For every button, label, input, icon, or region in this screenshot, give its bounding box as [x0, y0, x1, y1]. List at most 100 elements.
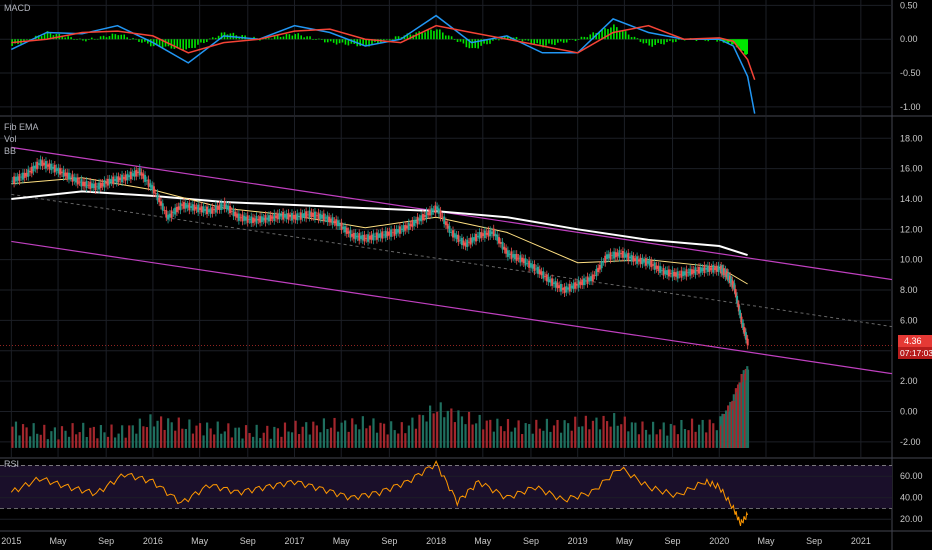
candle-body: [678, 274, 681, 276]
candle-body: [521, 257, 524, 262]
candle-body: [211, 207, 214, 214]
histogram-bar: [616, 27, 618, 40]
candle-body: [112, 176, 115, 185]
y-tick-label: 0.00: [900, 34, 918, 44]
volume-bar: [50, 431, 53, 448]
candle-body: [18, 174, 21, 182]
candle-body: [476, 235, 479, 238]
candle-body: [252, 217, 255, 223]
candle-body: [98, 182, 101, 190]
candle-body: [513, 254, 516, 260]
candle-body: [669, 273, 672, 274]
volume-bar: [453, 422, 456, 448]
histogram-bar: [509, 38, 512, 40]
volume-bar: [206, 422, 209, 448]
candle-body: [404, 225, 407, 231]
volume-bar: [460, 416, 464, 448]
time-axis[interactable]: 2015 May Sep 2016 May Sep 2017 May Sep 2018 May Sep…: [1, 536, 871, 546]
candle-body: [34, 165, 37, 169]
x-tick-label: 2021: [851, 536, 871, 546]
candle-body: [648, 259, 651, 266]
candle-body: [151, 185, 154, 191]
candle-body: [662, 268, 665, 276]
volume-bar: [92, 426, 95, 448]
candle-body: [390, 229, 393, 237]
volume-bar: [627, 431, 630, 448]
candle-body: [147, 179, 150, 187]
candle-body: [570, 285, 573, 289]
candle-body: [561, 287, 564, 290]
candle-body: [117, 176, 120, 183]
candle-body: [48, 163, 51, 170]
candle-body: [464, 242, 467, 247]
candle-body: [374, 236, 377, 238]
volume-bar: [67, 436, 71, 448]
histogram-bar: [695, 39, 698, 42]
histogram-bar: [456, 39, 459, 42]
histogram-bar: [220, 32, 223, 40]
candle-body: [190, 205, 193, 208]
candle-body: [402, 225, 405, 232]
candle-body: [340, 222, 343, 231]
candle-body: [393, 228, 396, 236]
candle-body: [89, 181, 92, 189]
candle-body: [398, 226, 401, 234]
volume-bar: [425, 421, 428, 448]
candle-body: [492, 228, 495, 237]
histogram-bar: [138, 39, 140, 42]
candle-body: [349, 230, 352, 238]
volume-bar: [595, 417, 598, 448]
candle-body: [305, 211, 308, 219]
candle-body: [682, 271, 685, 277]
volume-bar: [698, 424, 701, 448]
histogram-bar: [149, 39, 152, 47]
histogram-bar: [503, 35, 506, 40]
volume-bar: [21, 424, 25, 448]
last-price-badge: 4.36 07:17:03: [898, 335, 932, 359]
volume-bar: [308, 434, 311, 448]
candle-body: [13, 176, 16, 184]
candle-body: [278, 212, 281, 220]
volume-bar: [666, 435, 669, 448]
candle-body: [333, 220, 336, 223]
volume-bar: [439, 402, 442, 448]
volume-bar: [181, 428, 184, 448]
candle-body: [418, 218, 421, 221]
histogram-bar: [675, 39, 677, 42]
candle-body: [625, 254, 628, 258]
histogram-bar: [111, 33, 114, 40]
volume-bar: [517, 420, 520, 448]
histogram-bar: [49, 33, 52, 40]
volume-bar: [64, 430, 67, 448]
candle-body: [352, 232, 355, 239]
volume-bar: [549, 431, 552, 448]
histogram-bar: [144, 39, 146, 42]
histogram-bar: [120, 34, 123, 40]
histogram-bar: [64, 37, 67, 40]
volume-bar: [432, 413, 435, 448]
candle-body: [370, 234, 373, 240]
candle-body: [505, 248, 508, 254]
volume-bar: [152, 426, 156, 448]
candle-body: [689, 268, 692, 276]
histogram-bar: [624, 31, 627, 40]
volume-bar: [485, 420, 488, 448]
legend-bb: BB: [4, 146, 16, 156]
candle-body: [158, 197, 161, 203]
candle-body: [267, 215, 270, 222]
histogram-bar: [341, 39, 344, 43]
histogram-bar: [418, 31, 420, 40]
candle-body: [613, 251, 616, 259]
histogram-bar: [409, 34, 412, 40]
volume-bar: [591, 420, 595, 448]
candle-body: [36, 161, 39, 170]
y-tick-label: 0.50: [900, 0, 918, 10]
histogram-bar: [660, 39, 662, 44]
macd-lines: [10, 14, 756, 114]
candle-body: [209, 208, 212, 214]
candle-body: [96, 186, 99, 188]
volume-bar: [602, 415, 605, 448]
candle-body: [563, 286, 566, 294]
candle-body: [429, 209, 432, 216]
